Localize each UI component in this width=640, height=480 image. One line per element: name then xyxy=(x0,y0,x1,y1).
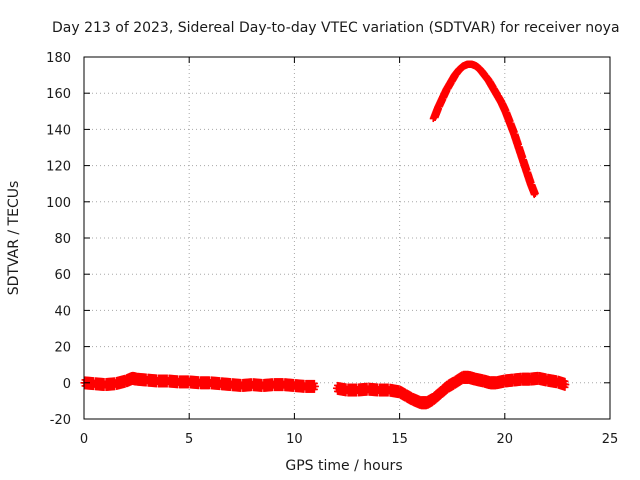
y-tick-label: 140 xyxy=(46,123,71,138)
plot-frame xyxy=(83,56,611,420)
data-point xyxy=(311,382,319,390)
data-point xyxy=(562,381,570,389)
y-tick-label: 20 xyxy=(54,341,71,356)
y-tick-label: 120 xyxy=(46,160,71,175)
y-tick-label: -20 xyxy=(50,413,71,428)
y-tick-label: 160 xyxy=(46,87,71,102)
x-tick-label: 10 xyxy=(286,432,303,447)
x-tick-label: 25 xyxy=(602,432,619,447)
y-axis-label: SDTVAR / TECUs xyxy=(6,181,22,296)
y-tick-label: 80 xyxy=(54,232,71,247)
data-markers xyxy=(80,60,570,410)
y-tick-labels: -20 0 20 40 60 80 100 120 140 160 180 xyxy=(46,51,71,428)
data-point xyxy=(561,377,569,385)
x-axis-label: GPS time / hours xyxy=(285,458,402,474)
y-tick-label: 100 xyxy=(46,196,71,211)
x-tick-label: 20 xyxy=(497,432,514,447)
x-tick-label: 5 xyxy=(185,432,193,447)
y-tick-label: 180 xyxy=(46,51,71,66)
series-high-arc xyxy=(429,60,539,199)
series-low-band xyxy=(80,370,570,410)
data-point xyxy=(531,189,539,197)
grid-lines xyxy=(84,57,610,419)
chart-title: Day 213 of 2023, Sidereal Day-to-day VTE… xyxy=(52,20,620,36)
axis-ticks xyxy=(83,56,611,420)
x-tick-labels: 0 5 10 15 20 25 xyxy=(80,432,618,447)
x-tick-label: 0 xyxy=(80,432,88,447)
y-tick-label: 60 xyxy=(54,268,71,283)
y-tick-label: 40 xyxy=(54,304,71,319)
x-tick-label: 15 xyxy=(391,432,408,447)
y-tick-label: 0 xyxy=(63,377,71,392)
data-point xyxy=(530,191,538,199)
